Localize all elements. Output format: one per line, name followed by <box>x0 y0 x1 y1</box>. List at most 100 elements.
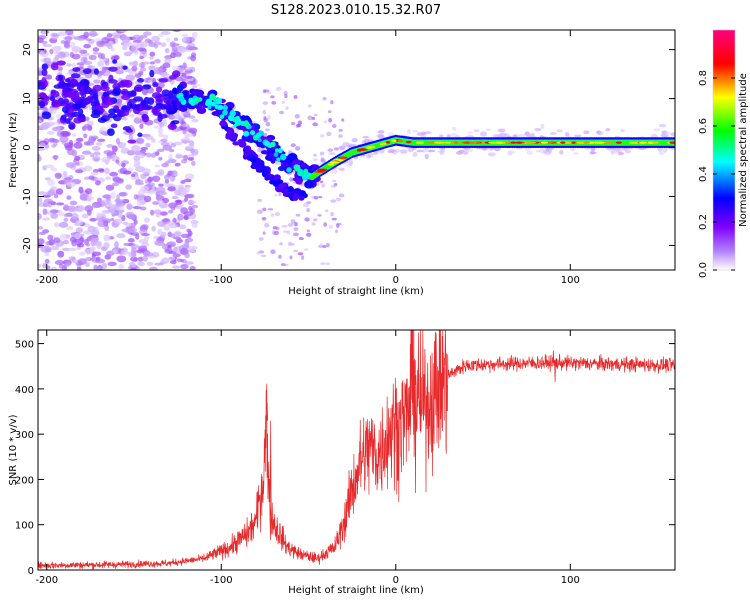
spectrogram-cell <box>257 198 263 203</box>
spectrogram-cell <box>651 141 657 144</box>
spectrogram-cell <box>173 141 183 146</box>
spectrogram-cell <box>83 86 92 95</box>
spectrogram-cell <box>92 84 103 92</box>
spectrogram-cell <box>185 45 193 51</box>
spectrogram-cell <box>257 138 262 143</box>
y-tick-label: 400 <box>15 385 34 396</box>
spectrogram-cell <box>191 119 199 123</box>
spectrogram-cell <box>387 149 395 154</box>
spectrogram-cell <box>267 208 274 211</box>
spectrogram-cell <box>103 72 111 76</box>
spectrogram-cell <box>290 121 296 126</box>
spectrogram-cell <box>219 114 225 119</box>
spectrogram-cell <box>42 208 48 215</box>
spectrogram-cell <box>103 96 113 102</box>
spectrogram-cell <box>298 195 305 201</box>
spectrogram-cell <box>160 42 167 47</box>
spectrogram-cell <box>103 234 111 242</box>
spectrogram-cell <box>126 203 133 211</box>
spectrogram-cell <box>365 146 373 149</box>
spectrogram-cell <box>64 78 71 83</box>
spectrogram-cell <box>41 111 52 120</box>
spectrogram-cell <box>41 30 47 37</box>
spectrogram-cell <box>256 153 263 158</box>
spectrogram-cell <box>60 131 70 137</box>
spectrogram-cell <box>320 262 325 266</box>
spectrogram-cell <box>214 104 219 109</box>
spectrogram-cell <box>289 177 294 182</box>
spectrogram-cell <box>299 162 308 169</box>
spectrogram-cell <box>270 95 275 99</box>
spectrogram-cell <box>318 195 323 199</box>
spectrogram-cell <box>62 239 70 245</box>
spectrogram-cell <box>171 100 177 105</box>
spectrogram-cell <box>93 68 99 75</box>
y-tick-label: 500 <box>15 340 34 351</box>
spectrogram-cell <box>116 194 121 202</box>
spectrogram-cell <box>182 128 187 135</box>
spectrogram-cell <box>102 218 111 224</box>
spectrogram-cell <box>249 156 258 163</box>
spectrogram-cell <box>278 254 282 259</box>
spectrogram-cell <box>38 37 44 44</box>
spectrogram-cell <box>83 133 88 139</box>
spectrogram-cell <box>219 121 226 127</box>
spectrogram-cell <box>262 207 267 212</box>
spectrogram-cell <box>122 110 130 116</box>
spectrogram-cell <box>82 150 92 155</box>
snr-xlabel: Height of straight line (km) <box>288 585 424 596</box>
spectrogram-cell <box>267 115 271 120</box>
spectrogram-cell <box>171 65 181 71</box>
spectrogram-cell <box>137 78 145 83</box>
spectrogram-cell <box>88 135 94 143</box>
x-tick-label: -100 <box>210 275 233 286</box>
spectrogram-cell <box>130 90 137 97</box>
spectrogram-cell <box>108 66 118 72</box>
spectrogram-cell <box>127 238 135 243</box>
spectrogram-cell <box>284 94 288 99</box>
spectrogram-cell <box>175 51 182 58</box>
spectrogram-cell <box>165 104 175 112</box>
spectrogram-cell <box>304 248 309 252</box>
spectrogram-cell <box>295 213 301 217</box>
spectrogram-cell <box>141 114 150 123</box>
spectrogram-cell <box>157 228 163 236</box>
spectrogram-cell <box>75 82 83 88</box>
spectrogram-cell <box>152 201 160 205</box>
spectrogram-cell <box>153 240 162 246</box>
spectrogram-cell <box>139 34 148 39</box>
spectrogram-cell <box>149 51 156 57</box>
spectrogram-cell <box>222 124 229 130</box>
spectrogram-cell <box>71 53 81 60</box>
spectrogram-cell <box>147 176 152 183</box>
spectrogram-cell <box>158 78 169 83</box>
spectrogram-cell <box>51 100 62 108</box>
spectrogram-cell <box>47 179 55 186</box>
spectrogram-cell <box>57 250 65 258</box>
spectrogram-cell <box>84 97 90 104</box>
spectrogram-cell <box>669 141 675 144</box>
spectrogram-cell <box>57 51 66 59</box>
spectrogram-cell <box>49 48 54 55</box>
spectrogram-cell <box>42 203 49 208</box>
spectrogram-cell <box>175 205 183 210</box>
spectrogram-cell <box>280 263 286 267</box>
spectrogram-cell <box>172 265 181 269</box>
spectrogram-cell <box>127 150 136 156</box>
colorbar-tick-label: 0.2 <box>698 214 709 230</box>
spectrogram-cell <box>47 189 56 196</box>
y-tick-label: -20 <box>22 237 33 253</box>
spectrogram-cell <box>163 174 170 181</box>
spectrogram-cell <box>89 217 97 222</box>
spectrogram-cell <box>112 59 118 64</box>
spectrogram-cell <box>174 231 181 237</box>
colorbar-tick-label: 0.6 <box>698 118 709 134</box>
spectrogram-cell <box>83 31 90 38</box>
spectrogram-cell <box>38 67 43 72</box>
spectrogram-cell <box>184 261 194 265</box>
spectrogram-cell <box>540 141 549 144</box>
colorbar-label: Normalized spectral amplitude <box>738 73 749 227</box>
spectrogram-cell <box>127 139 137 144</box>
